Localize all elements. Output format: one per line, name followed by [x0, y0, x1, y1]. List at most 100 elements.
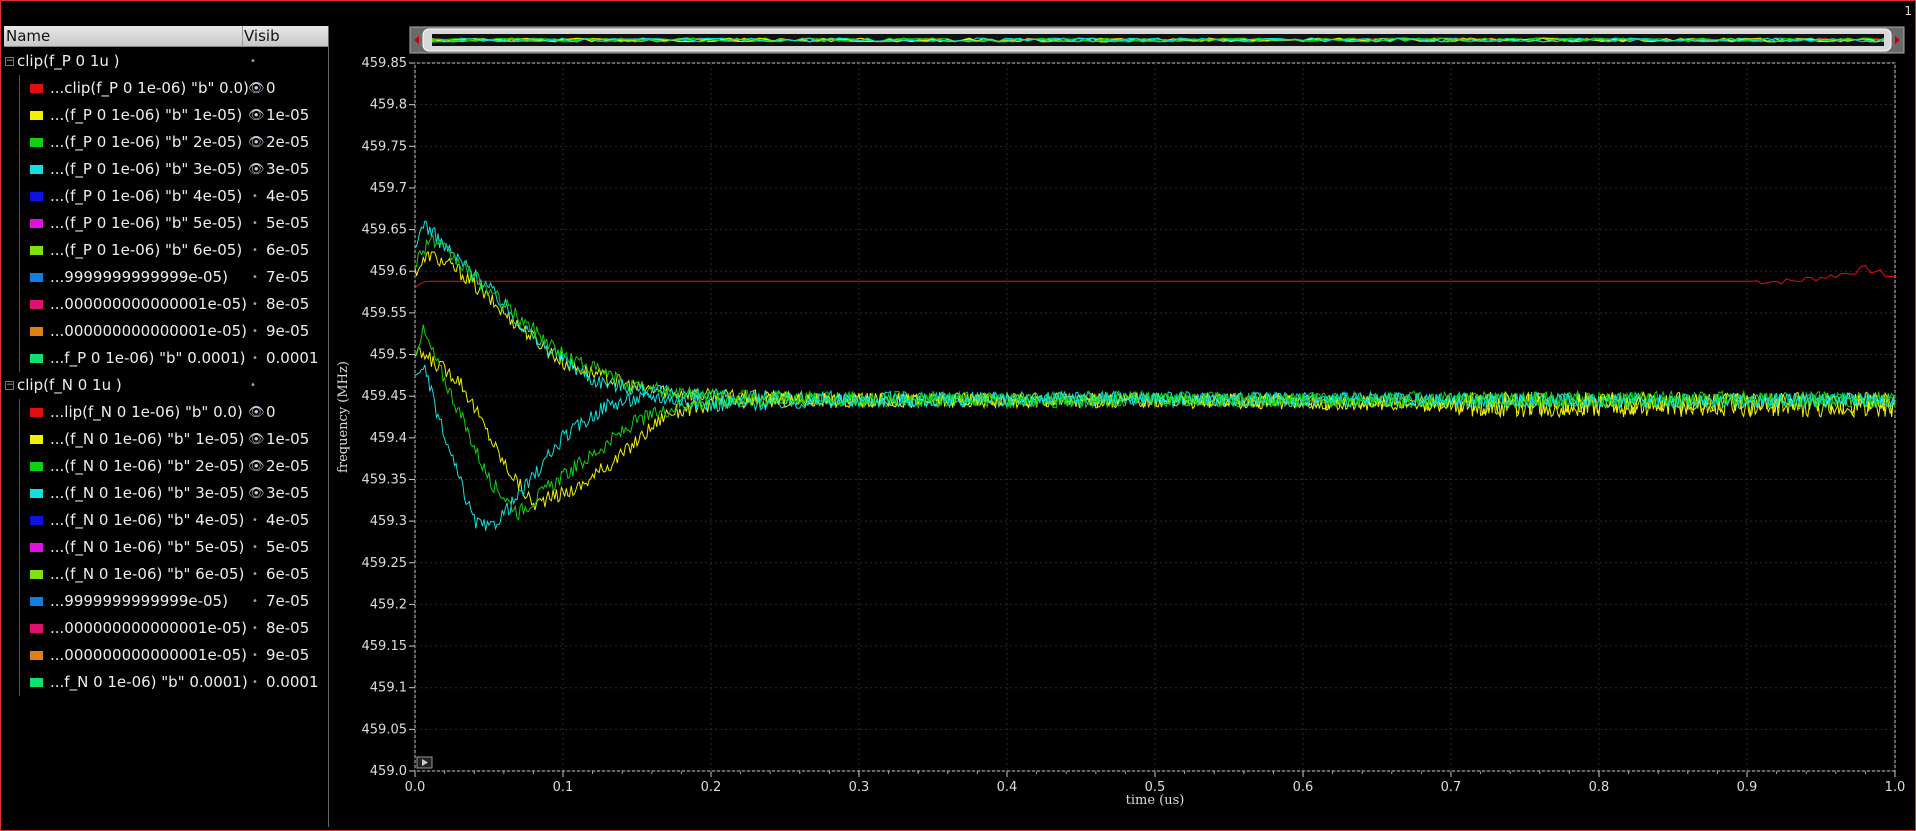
color-swatch[interactable] [30, 300, 43, 309]
visibility-dot-icon[interactable]: • [252, 299, 258, 310]
visibility-dot-icon[interactable]: • [252, 245, 258, 256]
tree-signal-row[interactable]: ...9999999999999e-05) • 7e-05 [4, 588, 328, 615]
signal-value: 0.0001 [266, 673, 319, 691]
tree-signal-row[interactable]: ...(f_N 0 1e-06) "b" 1e-05) 👁 1e-05 [4, 426, 328, 453]
color-swatch[interactable] [30, 219, 43, 228]
tree-signal-row[interactable]: ...000000000000001e-05) • 9e-05 [4, 642, 328, 669]
series-line [414, 364, 1896, 531]
color-swatch[interactable] [30, 651, 43, 660]
signal-value: 4e-05 [266, 511, 310, 529]
signal-label: ...(f_N 0 1e-06) "b" 4e-05) [50, 511, 245, 529]
collapse-toggle-icon[interactable]: − [5, 380, 14, 390]
tree-signal-row[interactable]: ...000000000000001e-05) • 9e-05 [4, 318, 328, 345]
tree-group[interactable]: − clip(f_N 0 1u ) • [4, 372, 328, 399]
tree-signal-row[interactable]: ...(f_P 0 1e-06) "b" 2e-05) 👁 2e-05 [4, 129, 328, 156]
eye-icon[interactable]: 👁 [248, 405, 265, 420]
color-swatch[interactable] [30, 597, 43, 606]
color-swatch[interactable] [30, 165, 43, 174]
eye-icon[interactable]: 👁 [248, 459, 265, 474]
color-swatch[interactable] [30, 462, 43, 471]
eye-icon[interactable]: 👁 [248, 432, 265, 447]
color-swatch[interactable] [30, 435, 43, 444]
signal-label: ...000000000000001e-05) [50, 322, 248, 340]
visibility-dot-icon[interactable]: • [252, 650, 258, 661]
visibility-dot-icon[interactable]: • [252, 272, 258, 283]
y-tick-label: 459.8 [370, 98, 407, 113]
tree-signal-row[interactable]: ...(f_N 0 1e-06) "b" 5e-05) • 5e-05 [4, 534, 328, 561]
signal-value: 0 [266, 79, 276, 97]
column-divider[interactable] [242, 26, 243, 46]
visibility-dot-icon[interactable]: • [252, 623, 258, 634]
eye-icon[interactable]: 👁 [248, 486, 265, 501]
tree-signal-row[interactable]: ...(f_P 0 1e-06) "b" 4e-05) • 4e-05 [4, 183, 328, 210]
scroll-left-arrow-icon[interactable] [414, 36, 419, 44]
color-swatch[interactable] [30, 192, 43, 201]
scroll-right-arrow-icon[interactable] [1895, 36, 1900, 44]
tree-branch-line [19, 318, 20, 345]
tree-group[interactable]: − clip(f_P 0 1u ) • [4, 48, 328, 75]
color-swatch[interactable] [30, 138, 43, 147]
color-swatch[interactable] [30, 246, 43, 255]
visible-column-header[interactable]: Visib [244, 27, 280, 45]
color-swatch[interactable] [30, 570, 43, 579]
color-swatch[interactable] [30, 354, 43, 363]
visibility-dot-icon[interactable]: • [252, 353, 258, 364]
tree-signal-row[interactable]: ...clip(f_P 0 1e-06) "b" 0.0) 👁 0 [4, 75, 328, 102]
visibility-dot-icon[interactable]: • [252, 542, 258, 553]
tree-branch-line [19, 669, 20, 696]
tree-signal-row[interactable]: ...(f_P 0 1e-06) "b" 1e-05) 👁 1e-05 [4, 102, 328, 129]
visibility-dot-icon[interactable]: • [252, 596, 258, 607]
visibility-dot-icon[interactable]: • [252, 218, 258, 229]
eye-icon[interactable]: 👁 [248, 108, 265, 123]
tree-signal-row[interactable]: ...(f_N 0 1e-06) "b" 4e-05) • 4e-05 [4, 507, 328, 534]
tree-signal-row[interactable]: ...9999999999999e-05) • 7e-05 [4, 264, 328, 291]
signal-label: ...(f_P 0 1e-06) "b" 3e-05) [50, 160, 243, 178]
chart-svg: 0.0 0.1 0.2 0.3 0.4 0.5 0.6 0.7 0.8 0.9 1.0 459.85 4… [336, 26, 1906, 808]
color-swatch[interactable] [30, 624, 43, 633]
visibility-dot-icon[interactable]: • [252, 569, 258, 580]
tree-header: Name Visib [4, 26, 328, 47]
name-column-header[interactable]: Name [6, 27, 51, 45]
y-tick-label: 459.1 [370, 681, 407, 696]
color-swatch[interactable] [30, 678, 43, 687]
color-swatch[interactable] [30, 489, 43, 498]
tree-signal-row[interactable]: ...(f_N 0 1e-06) "b" 6e-05) • 6e-05 [4, 561, 328, 588]
tree-group-label: clip(f_P 0 1u ) [17, 52, 120, 70]
signal-label: ...(f_P 0 1e-06) "b" 1e-05) [50, 106, 243, 124]
color-swatch[interactable] [30, 111, 43, 120]
y-tick-label: 459.35 [362, 472, 408, 487]
color-swatch[interactable] [30, 84, 43, 93]
color-swatch[interactable] [30, 327, 43, 336]
tree-signal-row[interactable]: ...(f_P 0 1e-06) "b" 3e-05) 👁 3e-05 [4, 156, 328, 183]
x-tick-label: 0.9 [1737, 780, 1758, 795]
visibility-dot-icon[interactable]: • [250, 380, 256, 391]
color-swatch[interactable] [30, 516, 43, 525]
color-swatch[interactable] [30, 408, 43, 417]
visibility-dot-icon[interactable]: • [250, 56, 256, 67]
tree-signal-row[interactable]: ...(f_N 0 1e-06) "b" 2e-05) 👁 2e-05 [4, 453, 328, 480]
visibility-dot-icon[interactable]: • [252, 515, 258, 526]
eye-icon[interactable]: 👁 [248, 135, 265, 150]
visibility-dot-icon[interactable]: • [252, 677, 258, 688]
eye-icon[interactable]: 👁 [248, 81, 265, 96]
y-tick-label: 459.25 [362, 556, 408, 571]
visibility-dot-icon[interactable]: • [252, 326, 258, 337]
signal-value: 9e-05 [266, 322, 310, 340]
tree-signal-row[interactable]: ...lip(f_N 0 1e-06) "b" 0.0) 👁 0 [4, 399, 328, 426]
tree-signal-row[interactable]: ...000000000000001e-05) • 8e-05 [4, 615, 328, 642]
color-swatch[interactable] [30, 543, 43, 552]
color-swatch[interactable] [30, 273, 43, 282]
visibility-dot-icon[interactable]: • [252, 191, 258, 202]
tree-signal-row[interactable]: ...(f_P 0 1e-06) "b" 5e-05) • 5e-05 [4, 210, 328, 237]
eye-icon[interactable]: 👁 [248, 162, 265, 177]
tree-signal-row[interactable]: ...f_P 0 1e-06) "b" 0.0001) • 0.0001 [4, 345, 328, 372]
x-tick-label: 1.0 [1885, 780, 1906, 795]
tree-signal-row[interactable]: ...f_N 0 1e-06) "b" 0.0001) • 0.0001 [4, 669, 328, 696]
tree-signal-row[interactable]: ...(f_P 0 1e-06) "b" 6e-05) • 6e-05 [4, 237, 328, 264]
tree-signal-row[interactable]: ...(f_N 0 1e-06) "b" 3e-05) 👁 3e-05 [4, 480, 328, 507]
play-icon[interactable] [422, 759, 428, 766]
tree-signal-row[interactable]: ...000000000000001e-05) • 8e-05 [4, 291, 328, 318]
collapse-toggle-icon[interactable]: − [5, 56, 14, 66]
signal-label: ...(f_N 0 1e-06) "b" 2e-05) [50, 457, 245, 475]
signal-label: ...(f_P 0 1e-06) "b" 5e-05) [50, 214, 243, 232]
